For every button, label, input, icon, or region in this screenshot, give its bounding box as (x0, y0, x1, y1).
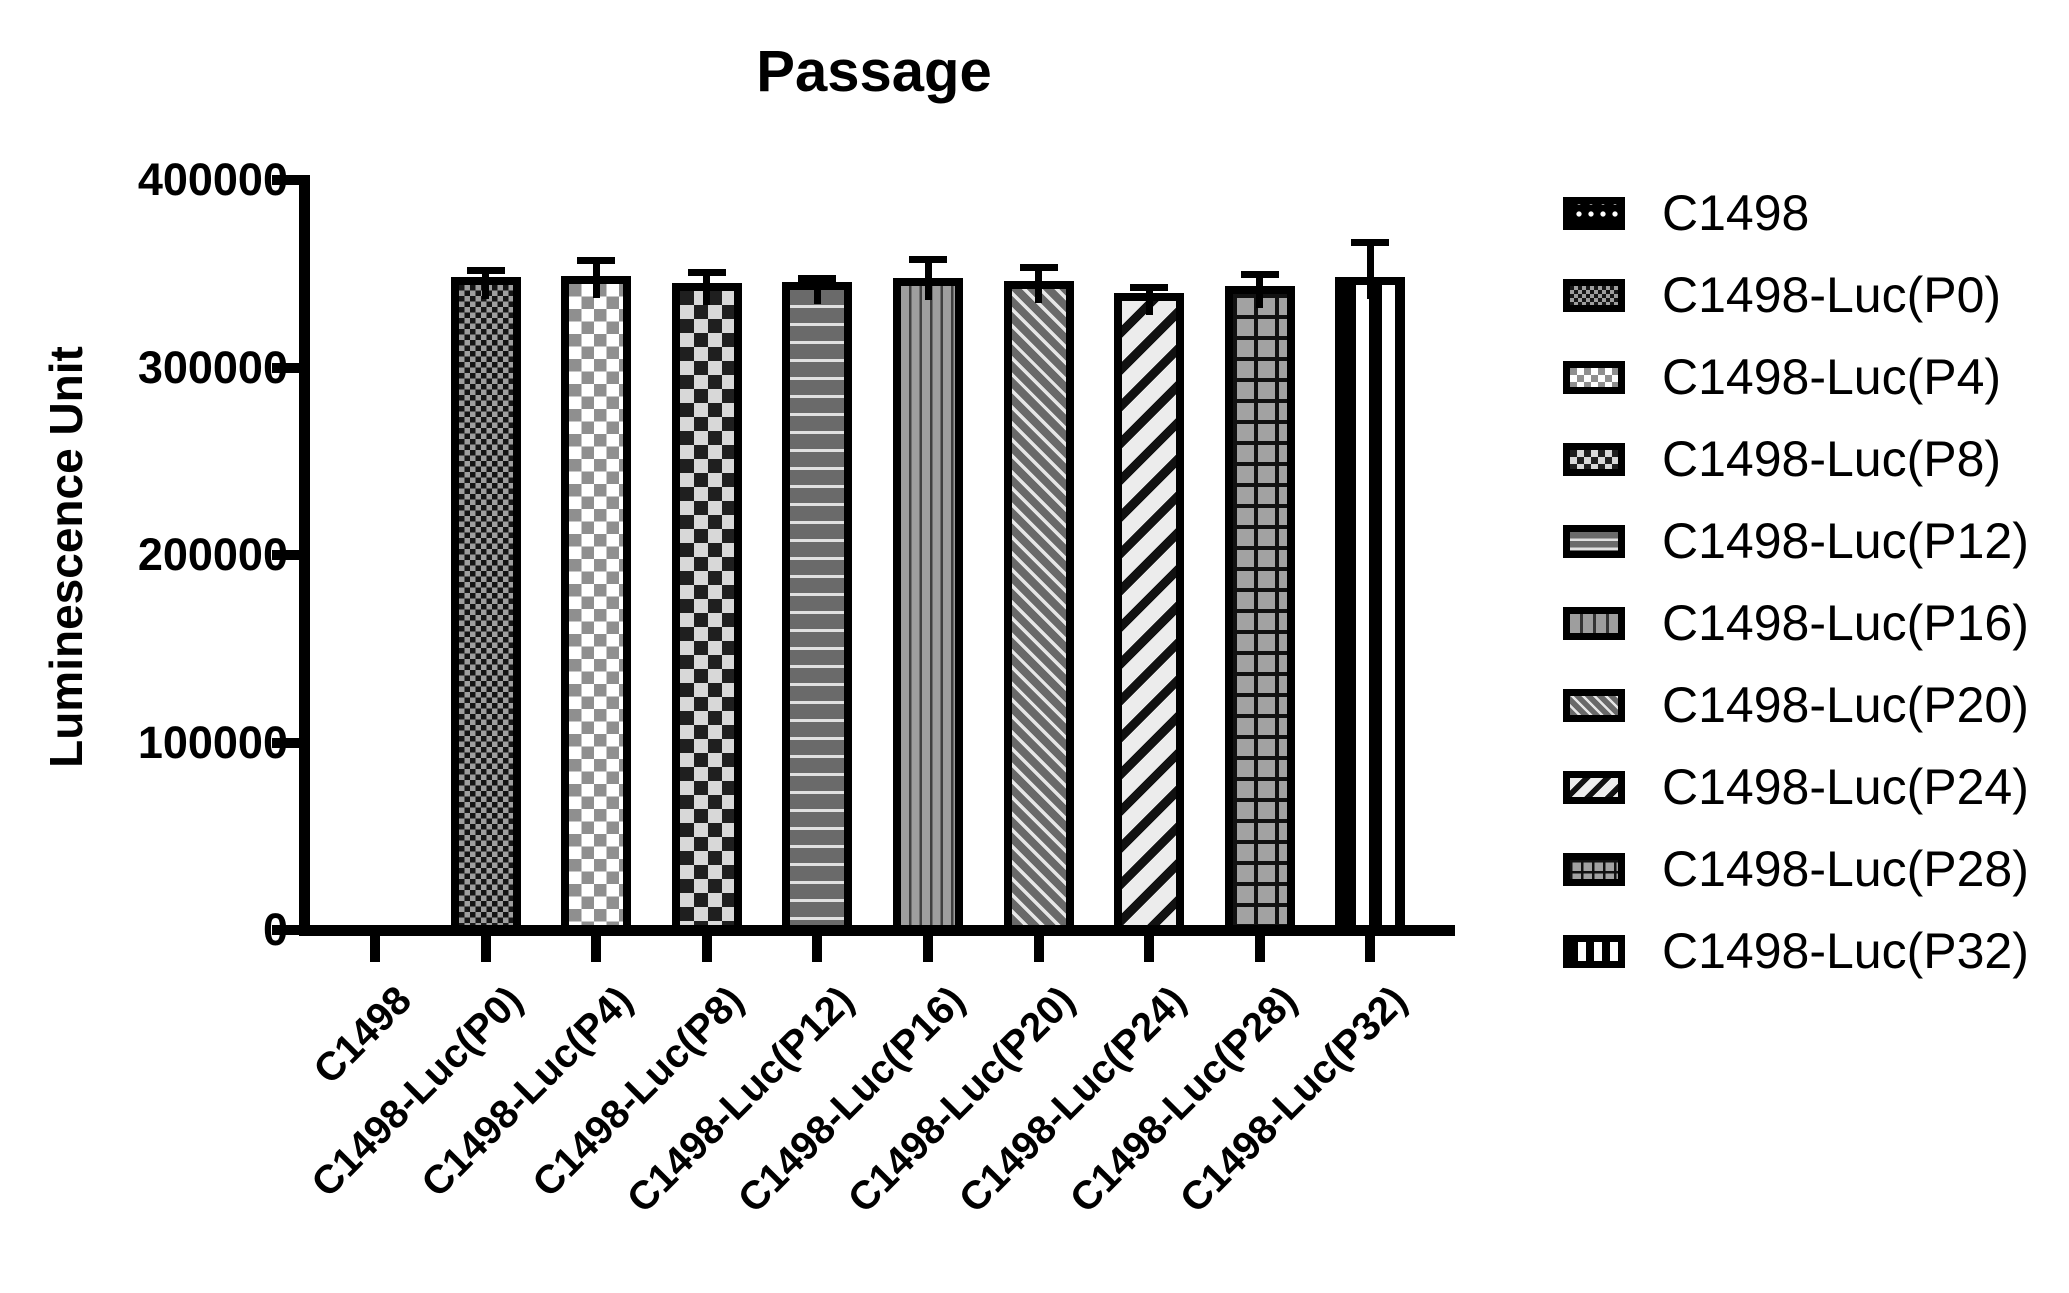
legend-label: C1498 (1662, 185, 1810, 241)
legend-label: C1498-Luc(P8) (1662, 431, 2002, 487)
x-tick (701, 930, 712, 962)
bar (1114, 292, 1185, 933)
error-bar-line (924, 259, 932, 301)
legend-item: C1498-Luc(P28) (1563, 841, 2029, 897)
error-bar-cap (1240, 271, 1279, 279)
vbars-black-white-swatch-icon (1563, 935, 1625, 968)
bar (782, 282, 853, 933)
y-tick (272, 925, 299, 935)
error-bar-line (1256, 274, 1264, 308)
x-tick (1254, 930, 1265, 962)
error-bar-cap (798, 274, 837, 282)
x-tick (1033, 930, 1044, 962)
error-bar-cap (577, 257, 616, 265)
y-tick (272, 550, 299, 560)
error-bar-cap (1351, 239, 1390, 247)
legend-label: C1498-Luc(P16) (1662, 595, 2029, 651)
y-tick (272, 737, 299, 748)
error-bar-cap (466, 266, 505, 274)
dots-black-swatch-icon (1563, 197, 1625, 230)
x-tick (370, 930, 380, 962)
error-bar-line (703, 272, 711, 306)
error-bar-cap (909, 256, 947, 264)
bar (561, 275, 632, 933)
error-bar-line (813, 278, 821, 305)
error-bar-cap (1019, 263, 1058, 271)
chart-title: Passage (756, 39, 992, 104)
grid-black-on-gray-swatch-icon (1563, 853, 1625, 886)
legend-item: C1498-Luc(P12) (1563, 513, 2029, 569)
legend-label: C1498-Luc(P4) (1662, 349, 2002, 405)
y-tick-label: 0 (262, 904, 288, 955)
x-tick (591, 930, 602, 962)
error-bar-cap (1130, 284, 1169, 292)
x-tick (923, 930, 933, 962)
diag-up-black-on-white-swatch-icon (1563, 771, 1625, 804)
vlines-on-gray-swatch-icon (1563, 607, 1625, 640)
y-tick-label: 200000 (137, 529, 288, 580)
x-tick (480, 930, 491, 962)
x-tick (1365, 930, 1376, 962)
legend-item: C1498 (1563, 185, 2029, 241)
legend-label: C1498-Luc(P28) (1662, 841, 2029, 897)
legend-item: C1498-Luc(P20) (1563, 677, 2029, 733)
legend-item: C1498-Luc(P0) (1563, 267, 2029, 323)
hlines-on-darkgray-swatch-icon (1563, 525, 1625, 558)
legend-item: C1498-Luc(P4) (1563, 349, 2029, 405)
y-tick (272, 362, 299, 373)
legend-label: C1498-Luc(P0) (1662, 267, 2002, 323)
bar (450, 276, 521, 933)
legend-item: C1498-Luc(P32) (1563, 923, 2029, 979)
error-bar-line (1035, 267, 1043, 304)
bar (1003, 281, 1074, 933)
x-tick (812, 930, 823, 962)
error-bar-line (1366, 242, 1374, 299)
checker-fine-dark-swatch-icon (1563, 279, 1625, 312)
legend-item: C1498-Luc(P24) (1563, 759, 2029, 815)
checker-black-lightgray-swatch-icon (1563, 443, 1625, 476)
y-axis-line (299, 175, 310, 936)
y-tick-label: 100000 (137, 716, 288, 768)
diag-down-white-on-gray-swatch-icon (1563, 689, 1625, 722)
bar (671, 283, 742, 933)
legend-label: C1498-Luc(P12) (1662, 513, 2029, 569)
checker-gray-white-swatch-icon (1563, 361, 1625, 394)
legend-label: C1498-Luc(P32) (1662, 923, 2029, 979)
error-bar-line (592, 260, 600, 298)
legend: C1498 C1498-Luc(P0) C1498-Luc(P4) C1498-Luc… (1563, 185, 2029, 1017)
bar (1335, 276, 1406, 933)
bar (1224, 285, 1295, 933)
bar (893, 278, 963, 933)
legend-item: C1498-Luc(P16) (1563, 595, 2029, 651)
error-bar-line (1145, 287, 1153, 315)
legend-item: C1498-Luc(P8) (1563, 431, 2029, 487)
y-tick (272, 175, 299, 185)
legend-label: C1498-Luc(P24) (1662, 759, 2029, 815)
x-tick (1144, 930, 1155, 962)
error-bar-cap (687, 269, 726, 277)
y-tick-label: 400000 (137, 154, 288, 205)
legend-label: C1498-Luc(P20) (1662, 677, 2029, 733)
y-tick-label: 300000 (137, 341, 288, 393)
x-axis-line (299, 925, 1455, 936)
error-bar-line (482, 270, 490, 299)
